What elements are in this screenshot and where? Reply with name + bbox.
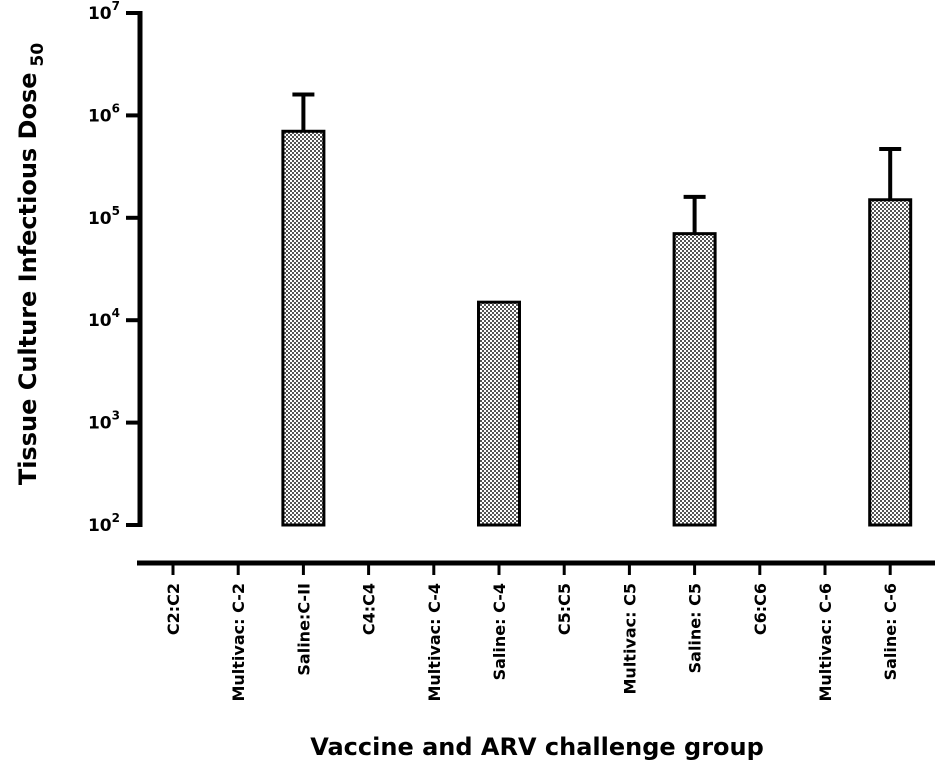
x-tick-label: C4:C4 — [360, 583, 379, 635]
bar — [477, 300, 521, 527]
y-tick-exponent: 6 — [112, 101, 120, 115]
x-tick-label: C5:C5 — [555, 583, 574, 635]
bar — [281, 129, 326, 527]
y-axis-title-text: Tissue Culture Infectious Dose — [14, 72, 42, 485]
y-tick-label: 105 — [88, 204, 120, 229]
y-tick-exponent: 4 — [112, 306, 120, 320]
y-tick-label: 106 — [88, 101, 120, 126]
x-tick-label: Multivac: C-4 — [425, 583, 444, 702]
y-tick-label: 102 — [88, 511, 120, 536]
y-tick-label: 104 — [88, 306, 120, 331]
y-tick-exponent: 3 — [112, 409, 120, 423]
x-tick-label: C2:C2 — [164, 583, 183, 635]
x-axis-title: Vaccine and ARV challenge group — [310, 733, 764, 761]
y-tick-base: 10 — [88, 209, 112, 229]
y-tick-base: 10 — [88, 106, 112, 126]
x-tick-label: C6:C6 — [751, 583, 770, 635]
x-axis — [137, 560, 935, 575]
x-tick-label: Multivac: C5 — [620, 583, 639, 694]
y-tick-exponent: 2 — [112, 511, 120, 525]
y-axis-title-subscript: 50 — [28, 43, 48, 67]
bar — [868, 198, 913, 527]
bar — [672, 232, 717, 527]
x-tick-label: Multivac: C-6 — [816, 583, 835, 702]
y-axis-title: Tissue Culture Infectious Dose 50 — [14, 43, 48, 486]
y-tick-base: 10 — [88, 414, 112, 434]
x-tick-label: Saline: C-4 — [490, 583, 509, 680]
x-tick-label: Multivac: C-2 — [229, 583, 248, 702]
y-tick-label: 103 — [88, 409, 120, 434]
y-tick-exponent: 5 — [112, 204, 120, 218]
y-tick-base: 10 — [88, 516, 112, 536]
category-labels: C2:C2 Multivac: C-2 Saline:C-II C4:C4 Multiv… — [164, 583, 900, 702]
y-tick-exponent: 7 — [112, 0, 120, 13]
bars-group — [281, 92, 913, 527]
y-tick-base: 10 — [88, 4, 112, 24]
y-tick-base: 10 — [88, 311, 112, 331]
x-tick-label: Saline: C5 — [686, 583, 705, 673]
x-tick-label: Saline:C-II — [294, 583, 313, 676]
y-tick-label: 107 — [88, 0, 120, 24]
x-tick-label: Saline: C-6 — [881, 583, 900, 680]
